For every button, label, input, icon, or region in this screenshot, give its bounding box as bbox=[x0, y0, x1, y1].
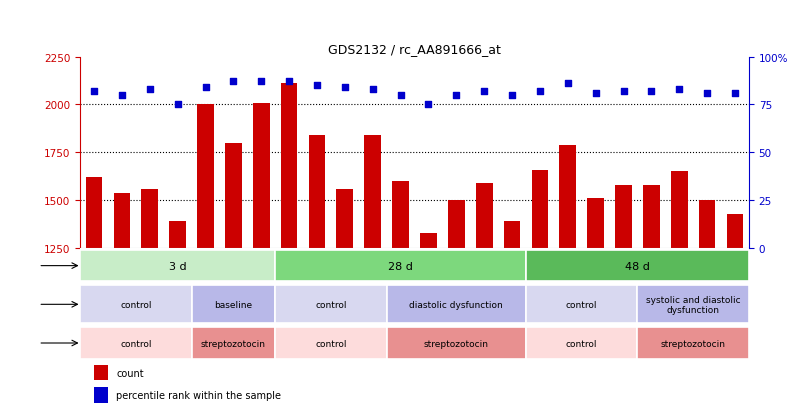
Bar bbox=[387, 285, 526, 324]
Point bbox=[255, 79, 268, 85]
Text: percentile rank within the sample: percentile rank within the sample bbox=[116, 390, 281, 400]
Bar bbox=[308, 136, 325, 413]
Bar bbox=[142, 189, 158, 413]
Bar bbox=[80, 328, 191, 359]
Point bbox=[311, 83, 324, 89]
Point bbox=[477, 88, 490, 95]
Bar bbox=[80, 250, 276, 282]
Text: 3 d: 3 d bbox=[169, 261, 187, 271]
Bar bbox=[638, 285, 749, 324]
Point bbox=[87, 88, 100, 95]
Bar bbox=[420, 233, 437, 413]
Bar bbox=[615, 185, 632, 413]
Point bbox=[533, 88, 546, 95]
Point bbox=[562, 81, 574, 88]
Bar bbox=[476, 183, 493, 413]
Point bbox=[450, 93, 463, 99]
Point bbox=[645, 88, 658, 95]
Point bbox=[227, 79, 239, 85]
Point bbox=[590, 90, 602, 97]
Bar bbox=[276, 285, 387, 324]
Text: control: control bbox=[566, 339, 598, 348]
Bar bbox=[392, 182, 409, 413]
Bar bbox=[643, 185, 660, 413]
Point bbox=[729, 90, 742, 97]
Point bbox=[339, 85, 352, 91]
Bar bbox=[587, 199, 604, 413]
Bar bbox=[671, 172, 687, 413]
Text: count: count bbox=[116, 368, 144, 378]
Bar bbox=[86, 178, 103, 413]
Point bbox=[394, 93, 407, 99]
Point bbox=[673, 87, 686, 93]
Point bbox=[115, 93, 128, 99]
Text: control: control bbox=[315, 300, 347, 309]
Bar bbox=[94, 387, 108, 403]
Bar bbox=[169, 222, 186, 413]
Text: systolic and diastolic
dysfunction: systolic and diastolic dysfunction bbox=[646, 295, 740, 314]
Point bbox=[199, 85, 212, 91]
Bar bbox=[276, 328, 387, 359]
Point bbox=[701, 90, 714, 97]
Text: diastolic dysfunction: diastolic dysfunction bbox=[409, 300, 503, 309]
Bar bbox=[638, 328, 749, 359]
Bar bbox=[364, 136, 381, 413]
Bar bbox=[276, 250, 526, 282]
Bar bbox=[191, 285, 276, 324]
Bar bbox=[698, 201, 715, 413]
Bar bbox=[336, 189, 353, 413]
Title: GDS2132 / rc_AA891666_at: GDS2132 / rc_AA891666_at bbox=[328, 43, 501, 56]
Text: streptozotocin: streptozotocin bbox=[201, 339, 266, 348]
Bar bbox=[504, 222, 521, 413]
Bar bbox=[197, 105, 214, 413]
Bar bbox=[253, 103, 270, 413]
Text: 28 d: 28 d bbox=[388, 261, 413, 271]
Bar bbox=[387, 328, 526, 359]
Bar bbox=[191, 328, 276, 359]
Text: control: control bbox=[315, 339, 347, 348]
Point bbox=[617, 88, 630, 95]
Text: 48 d: 48 d bbox=[625, 261, 650, 271]
Point bbox=[283, 79, 296, 85]
Text: control: control bbox=[120, 339, 151, 348]
Point bbox=[171, 102, 184, 109]
Text: streptozotocin: streptozotocin bbox=[424, 339, 489, 348]
Point bbox=[143, 87, 156, 93]
Point bbox=[366, 87, 379, 93]
Bar bbox=[727, 214, 743, 413]
Point bbox=[422, 102, 435, 109]
Text: control: control bbox=[120, 300, 151, 309]
Bar bbox=[448, 201, 465, 413]
Bar bbox=[225, 143, 242, 413]
Bar bbox=[280, 84, 297, 413]
Bar bbox=[526, 285, 638, 324]
Bar bbox=[80, 285, 191, 324]
Bar bbox=[526, 328, 638, 359]
Bar bbox=[526, 250, 749, 282]
Text: streptozotocin: streptozotocin bbox=[661, 339, 726, 348]
Bar bbox=[114, 193, 131, 413]
Bar bbox=[532, 170, 549, 413]
Text: baseline: baseline bbox=[215, 300, 252, 309]
Bar bbox=[559, 145, 576, 413]
Bar bbox=[94, 365, 108, 380]
Text: control: control bbox=[566, 300, 598, 309]
Point bbox=[505, 93, 518, 99]
